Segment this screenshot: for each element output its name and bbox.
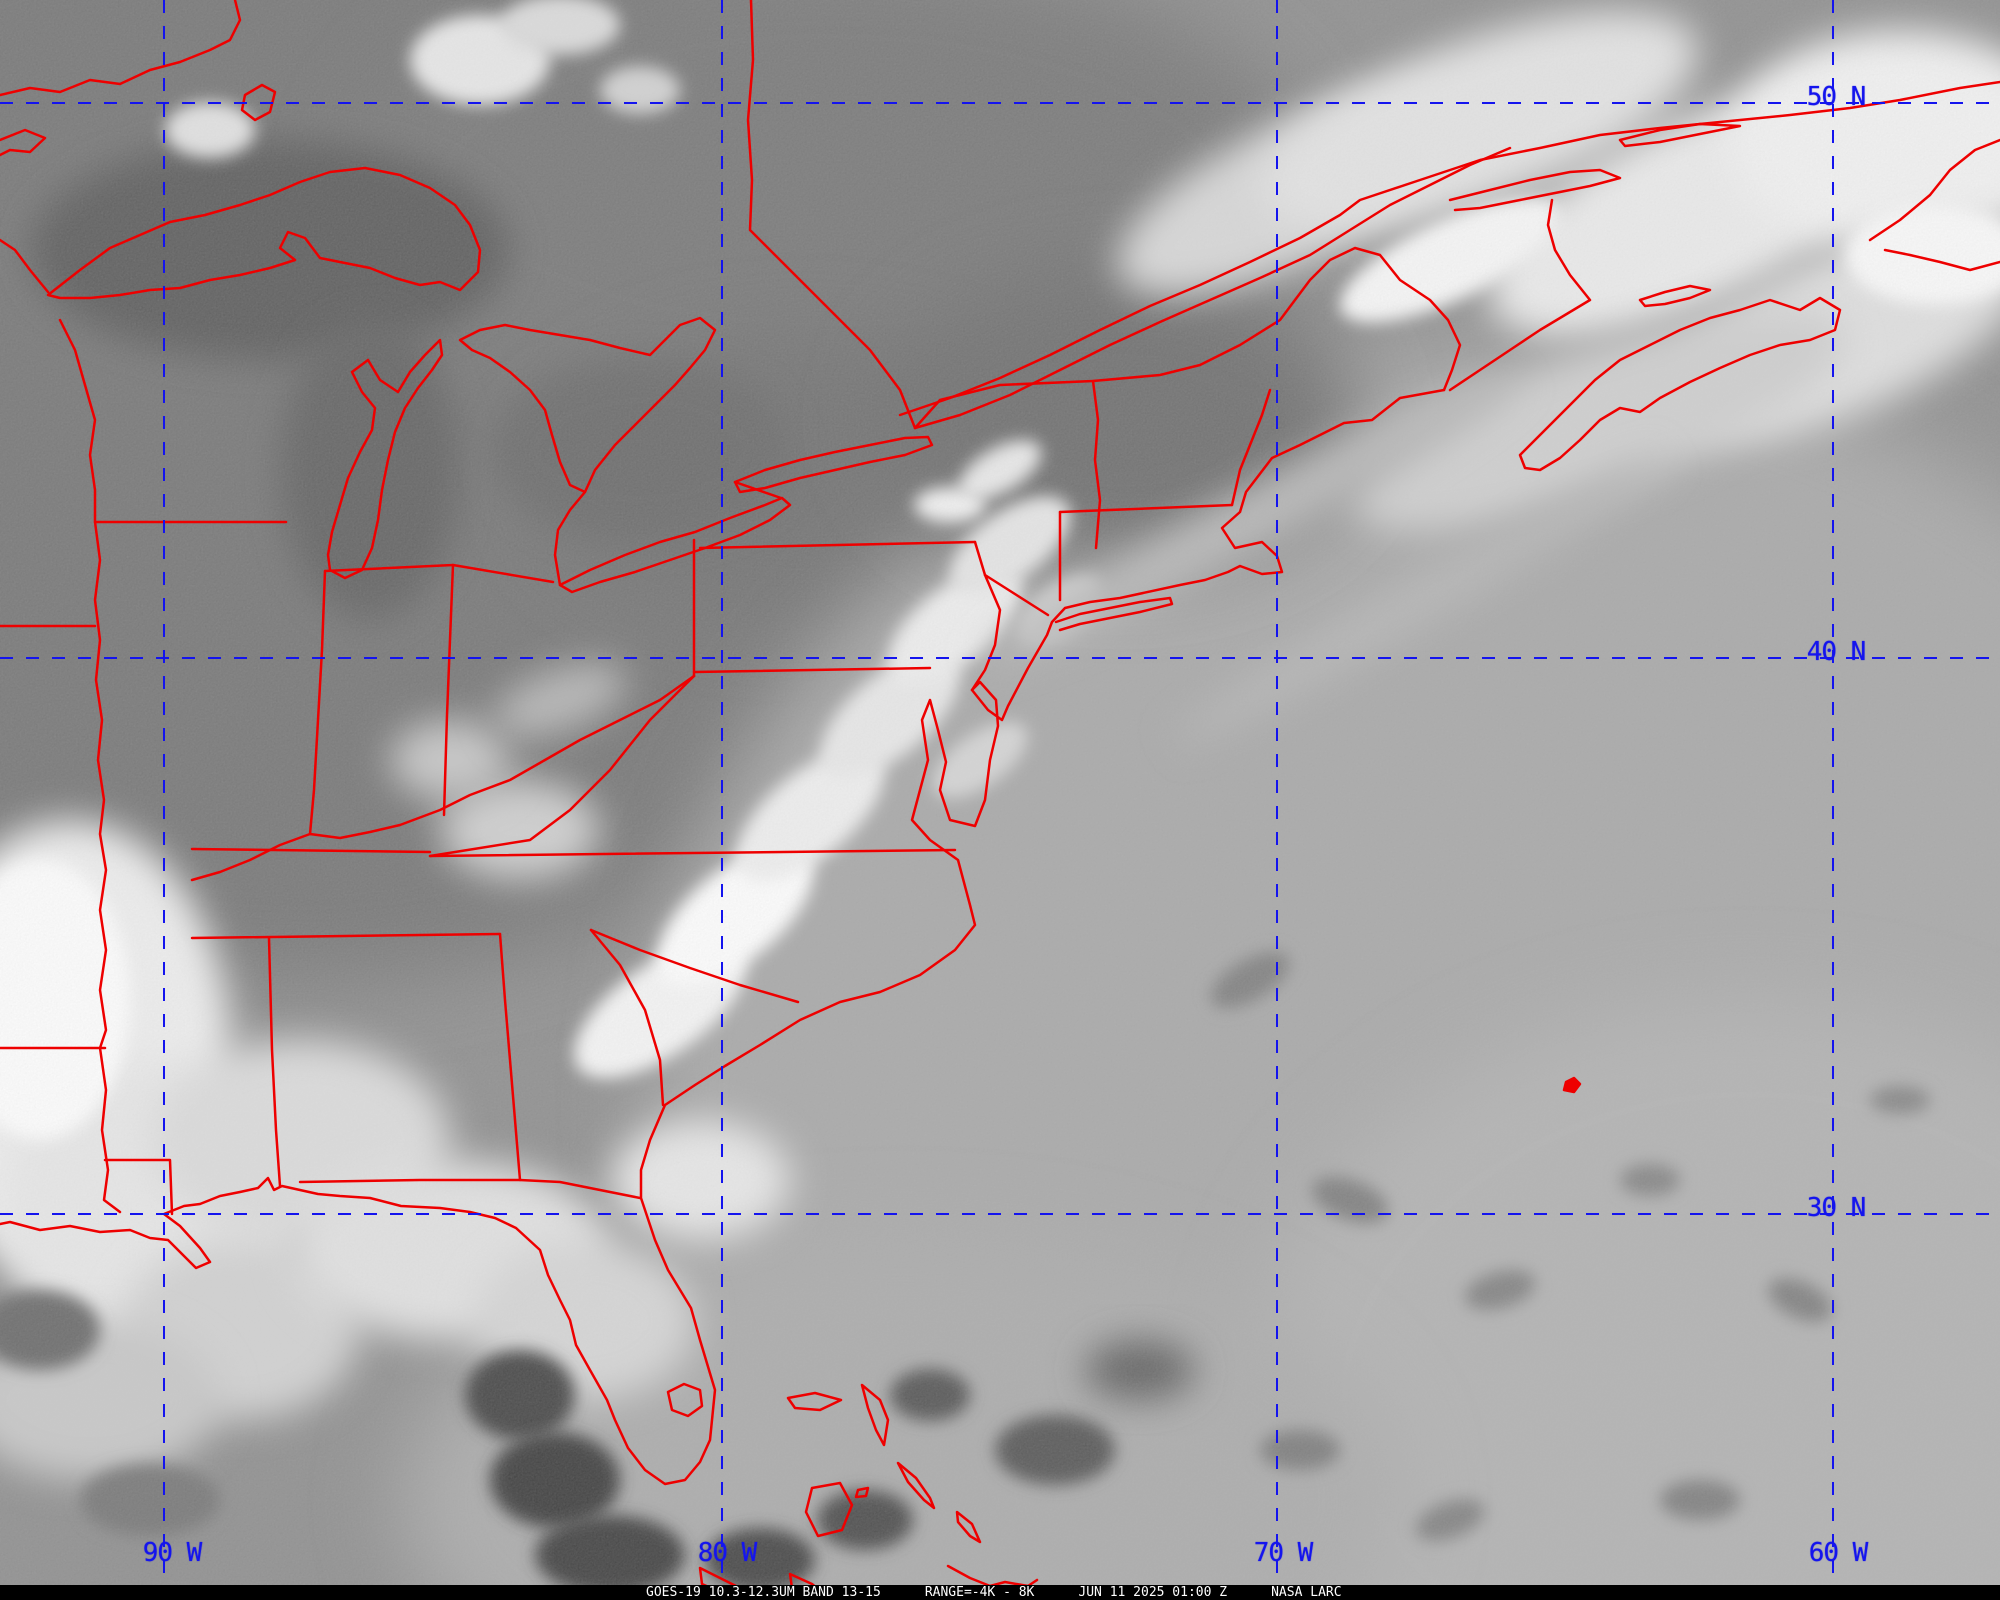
caption-timestamp: JUN 11 2025 01:00 Z <box>1078 1585 1228 1600</box>
lon-label-70w: 70 W <box>1253 1538 1314 1568</box>
caption-range: RANGE=-4K - 8K <box>924 1585 1035 1600</box>
caption-credit: NASA LARC <box>1271 1585 1342 1600</box>
lon-label-80w: 80 W <box>697 1538 758 1568</box>
caption-bar: GOES-19 10.3-12.3UM BAND 13-15 RANGE=-4K… <box>0 1585 2000 1600</box>
caption-instrument: GOES-19 10.3-12.3UM BAND 13-15 <box>646 1585 881 1600</box>
lat-label-50n: 50 N <box>1806 82 1867 112</box>
lon-label-60w: 60 W <box>1808 1538 1869 1568</box>
lon-label-90w: 90 W <box>142 1538 203 1568</box>
lat-label-40n: 40 N <box>1806 637 1867 667</box>
lat-label-30n: 30 N <box>1806 1193 1867 1223</box>
